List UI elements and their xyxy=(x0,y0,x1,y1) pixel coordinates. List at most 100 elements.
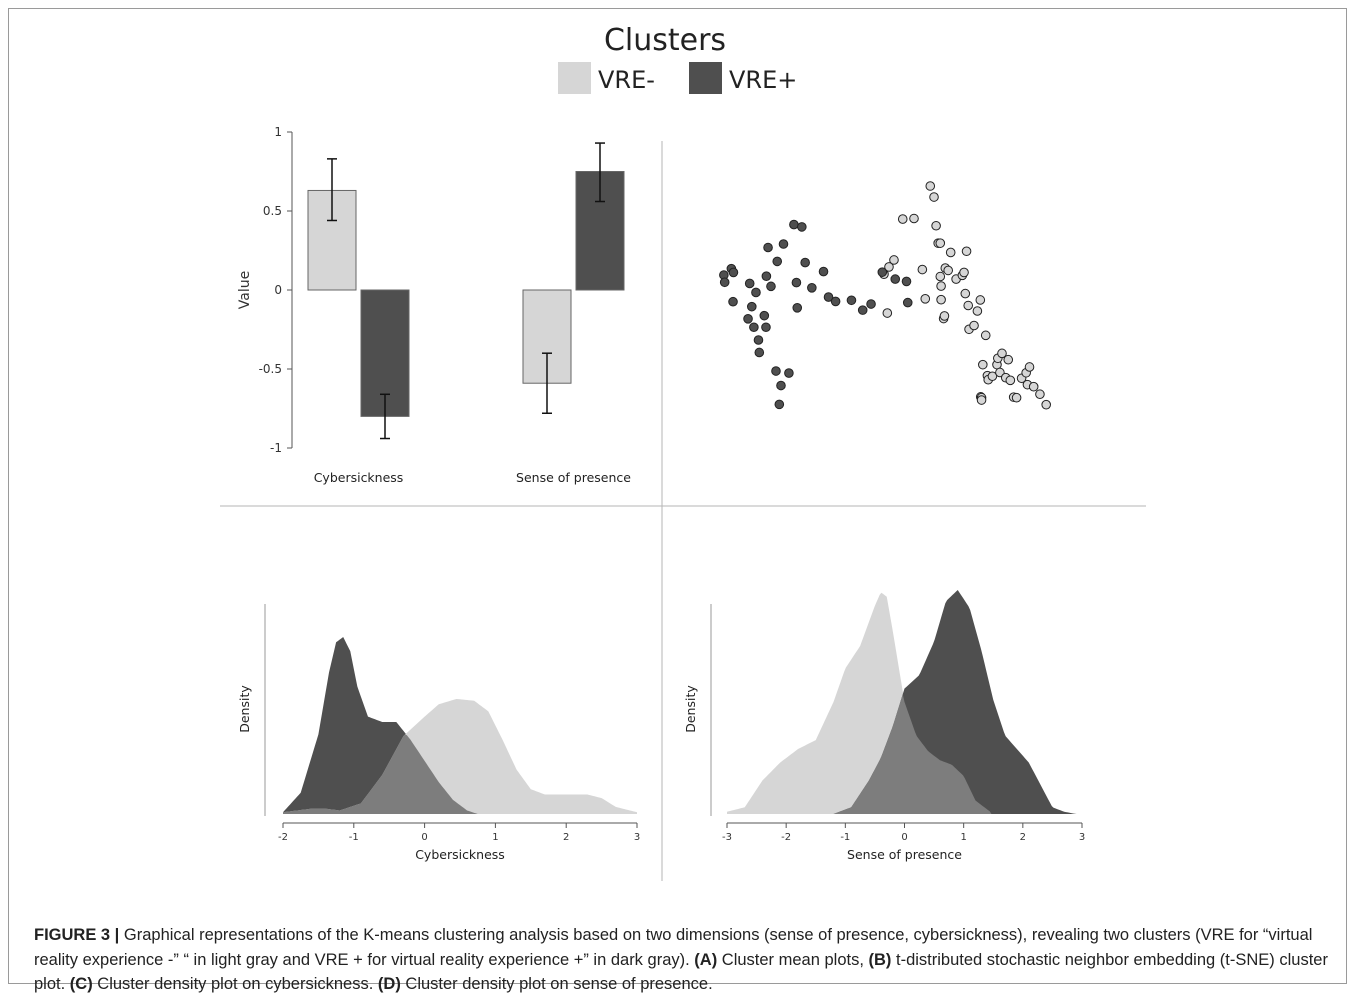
density-overlap-area xyxy=(727,694,1082,814)
scatter-point xyxy=(1041,399,1051,410)
scatter-point xyxy=(791,277,802,288)
panel-b-tsne-scatter xyxy=(719,181,1051,410)
legend-swatch-vre-minus xyxy=(558,62,591,94)
legend-title: Clusters xyxy=(604,23,726,58)
scatter-point xyxy=(935,271,946,282)
density-x-tick-label: -3 xyxy=(722,832,732,843)
figure-caption: FIGURE 3 | Graphical representations of … xyxy=(34,923,1339,997)
scatter-point xyxy=(936,294,946,305)
panel-a-bar-chart: 1 0.5 0 -0.5 -1 Value Cybersickness Sense of pr… xyxy=(237,125,631,485)
scatter-point xyxy=(917,264,928,275)
scatter-point xyxy=(925,181,936,191)
caption-a-text: Cluster mean plots, xyxy=(717,950,869,969)
scatter-point xyxy=(978,359,988,370)
density-x-tick-label: 2 xyxy=(1020,832,1026,843)
scatter-point xyxy=(766,281,776,292)
caption-c-label: (C) xyxy=(69,975,93,993)
scatter-point xyxy=(744,278,755,289)
bar-y-axis-label: Value xyxy=(237,271,253,309)
scatter-point xyxy=(997,348,1007,359)
scatter-point xyxy=(784,368,794,378)
density-area xyxy=(283,637,637,814)
scatter-point xyxy=(882,308,893,318)
figure-frame: Clusters VRE- VRE+ 1 0.5 0 -0.5 -1 Value Cyber… xyxy=(8,8,1347,993)
density-x-axis-label: Cybersickness xyxy=(415,847,505,862)
scatter-point xyxy=(728,296,738,307)
scatter-point xyxy=(823,292,834,302)
density-x-tick-label: -1 xyxy=(349,832,359,843)
scatter-point xyxy=(797,222,807,232)
legend-swatch-vre-plus xyxy=(689,62,722,94)
scatter-point xyxy=(972,306,983,316)
caption-d-text: Cluster density plot on sense of presenc… xyxy=(400,975,713,993)
density-overlap-area xyxy=(283,734,637,814)
scatter-point xyxy=(975,295,986,305)
scatter-point xyxy=(1005,375,1016,386)
scatter-point xyxy=(1011,392,1022,403)
scatter-point xyxy=(961,246,972,257)
legend: Clusters VRE- VRE+ xyxy=(558,23,797,94)
scatter-point xyxy=(1035,389,1045,400)
scatter-point xyxy=(807,283,817,293)
scatter-point xyxy=(789,219,799,230)
scatter-point xyxy=(884,262,894,272)
density-x-axis-label: Sense of presence xyxy=(847,847,962,862)
scatter-point xyxy=(902,297,913,308)
scatter-point xyxy=(857,305,868,315)
bar-y-tick-label: 0.5 xyxy=(263,204,282,218)
caption-intro: Graphical representations of the K-means… xyxy=(34,926,1313,969)
scatter-point xyxy=(754,347,765,358)
bar-y-tick-label: 1 xyxy=(274,125,282,139)
scatter-point xyxy=(935,238,946,248)
scatter-point xyxy=(771,366,781,376)
scatter-point xyxy=(776,380,786,391)
scatter-point xyxy=(772,256,783,267)
scatter-point xyxy=(778,239,789,249)
bar-category-label: Sense of presence xyxy=(516,470,631,485)
density-x-tick-label: 0 xyxy=(901,832,907,843)
scatter-point xyxy=(751,287,761,298)
density-y-axis-label: Density xyxy=(237,685,252,733)
bar-y-tick-label: -1 xyxy=(270,441,282,455)
caption-b-label: (B) xyxy=(868,950,892,969)
density-x-tick-label: -2 xyxy=(278,832,288,843)
bar-category-label: Cybersickness xyxy=(314,470,404,485)
legend-label-vre-minus: VRE- xyxy=(598,66,655,94)
scatter-point xyxy=(746,301,757,312)
scatter-point xyxy=(1028,381,1039,392)
scatter-point xyxy=(866,299,876,309)
caption-figure-label: FIGURE 3 | xyxy=(34,926,120,944)
density-area xyxy=(283,698,637,814)
density-x-tick-label: 3 xyxy=(1079,832,1085,843)
caption-a-label: (A) xyxy=(694,950,718,969)
panel-d-density-presence: -3 -2 -1 0 1 2 3 Sense of presence Density xyxy=(683,590,1085,862)
scatter-point xyxy=(959,267,969,278)
scatter-point xyxy=(889,255,899,265)
scatter-point xyxy=(963,300,974,311)
scatter-point xyxy=(945,247,956,258)
scatter-point xyxy=(818,266,829,277)
scatter-point xyxy=(830,296,841,307)
scatter-point xyxy=(1003,354,1014,365)
scatter-point xyxy=(846,295,857,306)
scatter-point xyxy=(1024,362,1035,372)
scatter-point xyxy=(969,320,979,331)
density-x-tick-label: 0 xyxy=(421,832,427,843)
panel-c-density-cybersickness: -2 -1 0 1 2 3 Cybersickness Density xyxy=(237,604,640,862)
scatter-point xyxy=(976,395,987,405)
legend-label-vre-plus: VRE+ xyxy=(729,66,797,94)
scatter-point xyxy=(761,271,772,282)
scatter-point xyxy=(753,335,764,345)
scatter-point xyxy=(936,281,946,291)
scatter-point xyxy=(920,294,931,304)
scatter-point xyxy=(987,371,998,382)
density-x-tick-label: 1 xyxy=(960,832,966,843)
scatter-point xyxy=(901,276,912,287)
scatter-point xyxy=(792,303,803,313)
scatter-point xyxy=(774,399,785,410)
scatter-point xyxy=(980,330,991,341)
density-y-axis-label: Density xyxy=(683,685,698,733)
density-x-tick-label: -2 xyxy=(781,832,791,843)
scatter-point xyxy=(931,220,941,231)
scatter-point xyxy=(939,311,950,321)
